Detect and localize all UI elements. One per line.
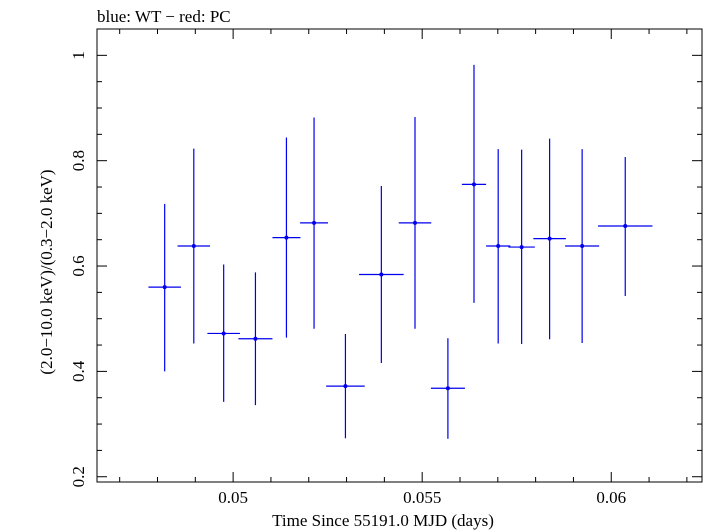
data-point [533, 138, 566, 340]
data-point [565, 149, 600, 343]
y-tick-label: 0.8 [69, 150, 88, 171]
data-point [238, 272, 273, 406]
data-point [326, 333, 365, 439]
data-point [359, 185, 404, 363]
point-marker [312, 220, 317, 225]
point-marker [471, 182, 476, 187]
data-point [430, 338, 465, 439]
point-marker [191, 244, 196, 249]
x-tick-label: 0.06 [596, 488, 626, 507]
y-tick-label: 0.6 [69, 255, 88, 276]
data-point [508, 149, 535, 344]
point-marker [445, 386, 450, 391]
data-point [461, 64, 487, 303]
data-point [486, 149, 511, 344]
y-axis-label: (2.0−10.0 keV)/(0.3−2.0 keV) [37, 169, 56, 374]
data-point [300, 117, 329, 329]
point-marker [623, 224, 628, 229]
y-axis: 0.2 0.4 0.6 0.8 1 [69, 28, 702, 487]
y-tick-label: 1 [69, 51, 88, 60]
data-point [598, 156, 653, 297]
data-point [148, 203, 181, 372]
y-tick-label: 0.2 [69, 466, 88, 487]
x-tick-label: 0.05 [218, 488, 248, 507]
x-tick-label: 0.055 [403, 488, 441, 507]
point-marker [343, 384, 348, 389]
point-marker [253, 336, 258, 341]
data-point [177, 148, 211, 344]
point-marker [162, 285, 167, 290]
chart-title: blue: WT − red: PC [97, 7, 231, 26]
y-tick-label: 0.4 [69, 360, 88, 382]
x-axis: 0.05 0.055 0.06 [119, 29, 688, 507]
plot-frame [96, 28, 703, 483]
point-marker [547, 236, 552, 241]
data-point [207, 264, 240, 402]
point-marker [496, 244, 501, 249]
point-marker [519, 245, 524, 250]
data-point [398, 116, 432, 329]
point-marker [580, 244, 585, 249]
data-series [148, 64, 653, 439]
data-point [272, 137, 301, 338]
point-marker [221, 331, 226, 336]
point-marker [413, 220, 418, 225]
point-marker [284, 235, 289, 240]
x-axis-label: Time Since 55191.0 MJD (days) [272, 511, 494, 530]
point-marker [379, 272, 384, 277]
